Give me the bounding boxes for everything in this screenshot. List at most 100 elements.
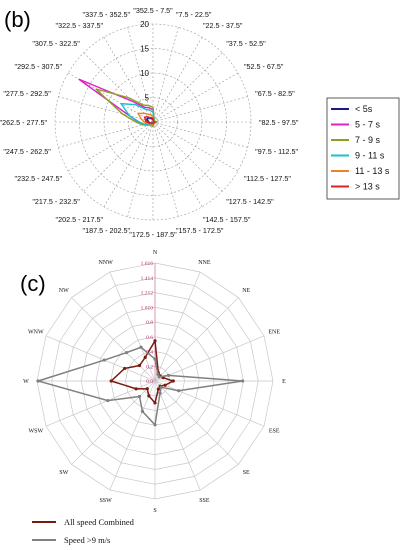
grid-spoke	[152, 121, 179, 217]
grid-spoke	[152, 27, 179, 123]
legend-label: > 13 s	[355, 182, 380, 192]
direction-label: "187.5 - 202.5"	[83, 226, 131, 235]
radial-tick-label: 1.414	[141, 276, 154, 282]
panel-b-label: (b)	[4, 7, 31, 32]
data-point	[125, 351, 129, 355]
direction-label: NNE	[198, 260, 211, 266]
data-point	[137, 363, 142, 368]
grid-spoke	[154, 271, 201, 382]
grid-spoke	[127, 121, 154, 217]
direction-label: "142.5 - 157.5"	[203, 215, 251, 224]
direction-label: E	[282, 379, 286, 385]
direction-label: S	[153, 508, 156, 514]
legend-label: < 5s	[355, 104, 373, 114]
direction-label: "322.5 - 337.5"	[56, 21, 104, 30]
grid-spoke	[152, 52, 223, 123]
grid-spoke	[83, 52, 154, 123]
direction-label: SW	[59, 470, 68, 476]
grid-spoke	[103, 121, 154, 208]
panel-c-label: (c)	[20, 271, 46, 296]
direction-label: SE	[243, 470, 250, 476]
direction-label: "7.5 - 22.5"	[176, 10, 212, 19]
radial-tick-label: 1.616	[141, 261, 154, 267]
series-line	[143, 116, 157, 125]
wave-period-legend: < 5s 5 - 7 s 7 - 9 s 9 - 11 s 11 - 13 s > 13 …	[326, 97, 400, 200]
direction-label: WSW	[28, 428, 43, 434]
direction-label: ENE	[268, 330, 280, 336]
grid-spoke	[154, 380, 201, 491]
data-point	[158, 391, 162, 395]
direction-label: W	[23, 379, 29, 385]
series-line	[35, 346, 243, 427]
direction-label: "247.5 - 262.5"	[3, 147, 51, 156]
direction-label: "262.5 - 277.5"	[0, 118, 47, 127]
data-point	[36, 379, 40, 383]
direction-label: "217.5 - 232.5"	[32, 197, 80, 206]
data-point	[134, 387, 138, 391]
legend-label: 9 - 11 s	[355, 151, 385, 161]
direction-label: "112.5 - 127.5"	[244, 174, 291, 183]
radial-tick-label: 10	[140, 69, 149, 78]
grid-spoke	[152, 121, 223, 192]
direction-label: NNW	[98, 260, 113, 266]
direction-label: "67.5 - 82.5"	[255, 89, 295, 98]
grid-spoke	[71, 297, 156, 382]
data-point	[139, 345, 143, 349]
data-point	[163, 383, 167, 387]
legend-label: All speed Combined	[64, 517, 135, 527]
data-point	[143, 355, 147, 359]
radial-tick-label: 1.010	[141, 305, 154, 311]
grid-spoke	[58, 96, 154, 123]
radial-tick-label: 0.4	[146, 350, 153, 356]
radial-tick-label: 5	[145, 94, 150, 103]
direction-label: "172.5 - 187.5"	[129, 230, 177, 239]
direction-label: N	[153, 250, 158, 256]
grid-spoke	[154, 380, 265, 427]
radial-tick-label: 20	[140, 20, 149, 29]
data-point	[109, 379, 113, 383]
radial-tick-label: 0.2	[146, 364, 153, 370]
grid-spoke	[45, 335, 156, 382]
grid-spoke	[152, 72, 239, 123]
grid-spoke	[154, 297, 239, 382]
data-point	[177, 389, 181, 393]
legend-label: Speed >9 m/s	[64, 535, 110, 545]
direction-label: "22.5 - 37.5"	[203, 21, 243, 30]
legend-box	[326, 97, 400, 200]
legend-label: 5 - 7 s	[355, 120, 381, 130]
grid-spoke	[152, 121, 239, 172]
direction-label: "202.5 - 217.5"	[56, 215, 104, 224]
grid-spoke	[58, 121, 154, 148]
radial-tick-label: 0.0	[146, 379, 153, 385]
data-point	[137, 394, 142, 399]
data-point	[156, 372, 160, 376]
direction-label: NW	[59, 288, 69, 294]
direction-label: "127.5 - 142.5"	[226, 197, 274, 206]
grid-spoke	[154, 335, 265, 382]
direction-label: "232.5 - 247.5"	[15, 174, 63, 183]
direction-label: ESE	[269, 428, 280, 434]
data-point	[102, 358, 106, 362]
data-point	[153, 401, 157, 405]
direction-label: WNW	[28, 330, 44, 336]
wave-period-rose-chart: "352.5 - 7.5" "7.5 - 22.5" "22.5 - 37.5" "3…	[0, 6, 299, 239]
grid-spoke	[154, 380, 239, 465]
data-point	[140, 409, 145, 413]
data-point	[241, 379, 245, 383]
data-point	[159, 385, 163, 389]
data-point	[106, 398, 110, 403]
direction-label: "352.5 - 7.5"	[133, 6, 173, 15]
data-point	[147, 394, 151, 398]
data-point	[153, 339, 157, 343]
data-point	[153, 357, 157, 361]
direction-label: "157.5 - 172.5"	[176, 226, 224, 235]
data-point	[166, 373, 171, 378]
direction-label: "292.5 - 307.5"	[15, 62, 63, 71]
direction-label: "52.5 - 67.5"	[244, 62, 284, 71]
direction-label: "337.5 - 352.5"	[83, 10, 131, 19]
data-point	[123, 366, 127, 371]
direction-label: SSE	[199, 498, 210, 504]
data-point	[171, 379, 175, 383]
radial-tick-label: 15	[140, 45, 149, 54]
